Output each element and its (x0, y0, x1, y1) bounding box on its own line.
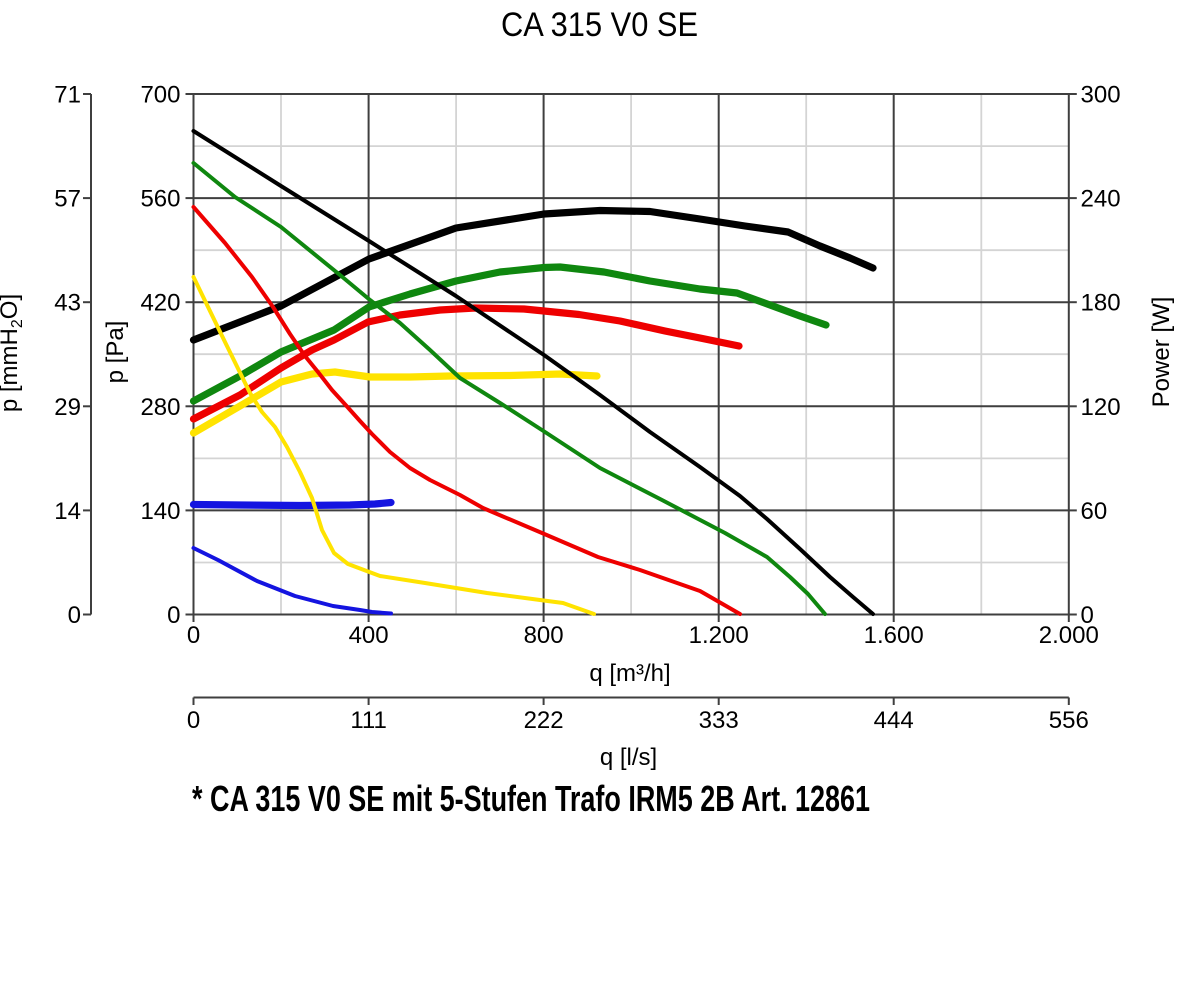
svg-text:0: 0 (1081, 602, 1094, 629)
svg-text:57: 57 (54, 186, 81, 213)
svg-text:556: 556 (1049, 707, 1089, 734)
svg-text:43: 43 (54, 290, 81, 317)
svg-text:140: 140 (140, 498, 180, 525)
svg-text:p [mmH2O]: p [mmH2O] (0, 294, 26, 412)
svg-text:240: 240 (1081, 186, 1121, 213)
svg-text:1.600: 1.600 (864, 622, 924, 649)
svg-text:60: 60 (1081, 498, 1108, 525)
svg-text:700: 700 (140, 82, 180, 109)
svg-text:0: 0 (187, 707, 200, 734)
svg-text:71: 71 (54, 82, 81, 109)
svg-text:420: 420 (140, 290, 180, 317)
svg-text:180: 180 (1081, 290, 1121, 317)
svg-text:300: 300 (1081, 82, 1121, 109)
svg-text:120: 120 (1081, 394, 1121, 421)
svg-text:0: 0 (167, 602, 180, 629)
svg-text:q [l/s]: q [l/s] (600, 744, 657, 771)
svg-text:444: 444 (874, 707, 914, 734)
svg-text:280: 280 (140, 394, 180, 421)
svg-text:800: 800 (524, 622, 564, 649)
svg-text:560: 560 (140, 186, 180, 213)
svg-text:CA 315 V0 SE: CA 315 V0 SE (501, 6, 698, 44)
svg-text:111: 111 (350, 707, 386, 734)
svg-text:q [m³/h]: q [m³/h] (589, 660, 670, 687)
svg-text:p [Pa]: p [Pa] (102, 321, 129, 384)
svg-text:0: 0 (187, 622, 200, 649)
svg-text:400: 400 (349, 622, 389, 649)
svg-text:14: 14 (54, 498, 81, 525)
svg-text:222: 222 (524, 707, 564, 734)
svg-text:2.000: 2.000 (1039, 622, 1099, 649)
svg-text:Power [W]: Power [W] (1148, 297, 1175, 408)
svg-text:0: 0 (68, 602, 81, 629)
svg-text:1.200: 1.200 (689, 622, 749, 649)
svg-text:333: 333 (699, 707, 739, 734)
svg-text:29: 29 (54, 394, 81, 421)
svg-text:* CA 315 V0 SE mit 5-Stufen Tr: * CA 315 V0 SE mit 5-Stufen Trafo IRM5 2… (192, 778, 870, 819)
